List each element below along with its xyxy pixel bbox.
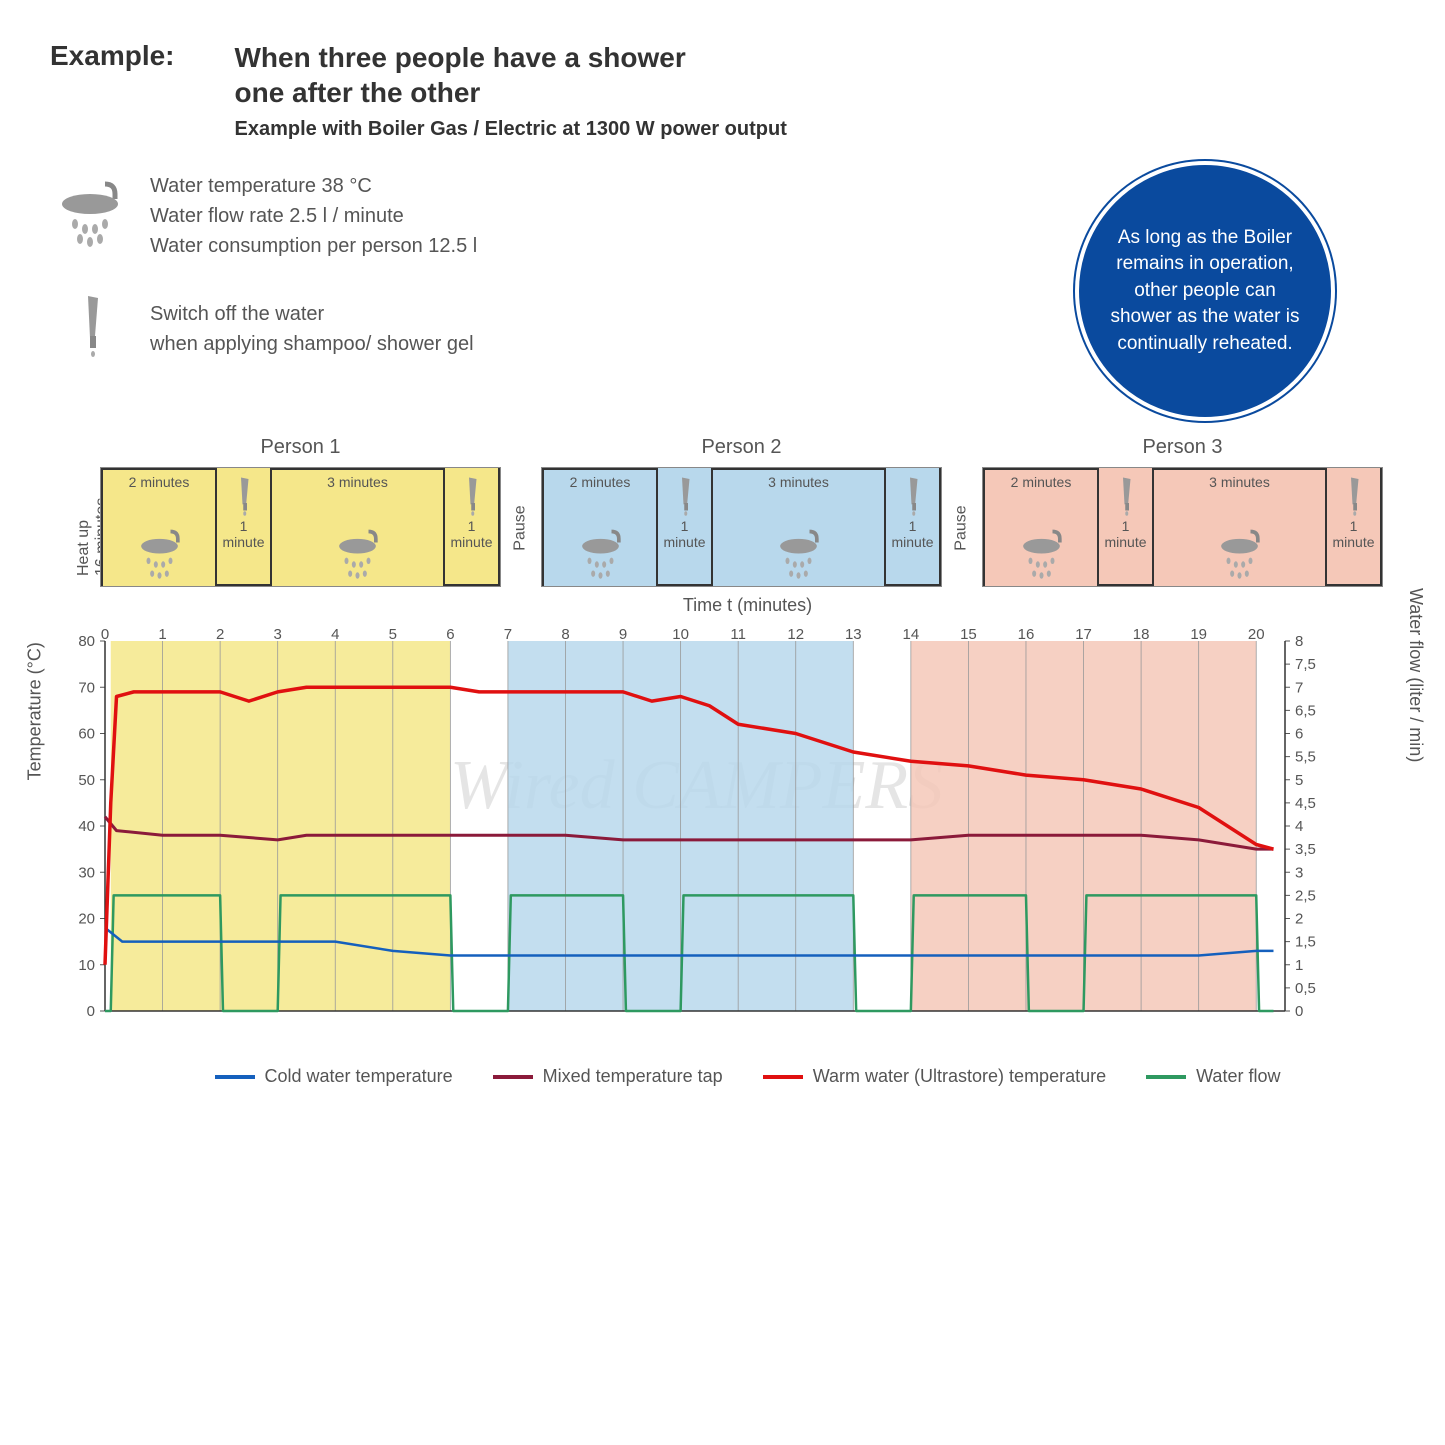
svg-text:70: 70 (78, 679, 95, 696)
shampoo-line1: Switch off the water (150, 299, 474, 329)
shampoo-line2: when applying shampoo/ shower gel (150, 329, 474, 359)
shampoo-phase: 1 minute (215, 468, 272, 586)
svg-text:6: 6 (446, 626, 454, 643)
svg-text:2: 2 (216, 626, 224, 643)
legend-item: Cold water temperature (215, 1066, 453, 1087)
header: Example: When three people have a shower… (50, 40, 1395, 141)
svg-text:6: 6 (1295, 726, 1303, 743)
person-block: Person 3 2 minutes 1 minute3 minutes 1 mi… (982, 436, 1383, 587)
legend-item: Warm water (Ultrastore) temperature (763, 1066, 1106, 1087)
shower-line1: Water temperature 38 °C (150, 171, 477, 201)
person-title: Person 3 (982, 436, 1383, 459)
person-title: Person 1 (100, 436, 501, 459)
svg-text:11: 11 (730, 626, 746, 643)
svg-text:10: 10 (672, 626, 689, 643)
time-axis-label: Time t (minutes) (100, 595, 1395, 616)
svg-text:7,5: 7,5 (1295, 656, 1316, 673)
person-block: Person 1 2 minutes 1 minute3 minutes 1 mi… (100, 436, 501, 587)
main-title-2: one after the other (235, 75, 787, 110)
shower-line3: Water consumption per person 12.5 l (150, 231, 477, 261)
shampoo-phase: 1 minute (1097, 468, 1154, 586)
svg-text:0: 0 (101, 626, 109, 643)
chart-svg: 0123456789101112131415161718192001020304… (50, 626, 1330, 1046)
shower-phase: 3 minutes (272, 468, 443, 586)
shampoo-phase: 1 minute (443, 468, 500, 586)
title-block: When three people have a shower one afte… (235, 40, 787, 141)
svg-text:60: 60 (78, 726, 95, 743)
svg-text:9: 9 (619, 626, 627, 643)
svg-text:20: 20 (1248, 626, 1265, 643)
shampoo-phase: 1 minute (1325, 468, 1382, 586)
pause-block: Pause (942, 468, 982, 587)
svg-text:4: 4 (331, 626, 339, 643)
chart: Temperature (°C) 01234567891011121314151… (50, 626, 1395, 1051)
svg-text:5,5: 5,5 (1295, 749, 1316, 766)
shampoo-phase: 1 minute (656, 468, 713, 586)
y-axis-right-label: Water flow (liter / min) (1405, 587, 1426, 761)
shampoo-bottle-icon (50, 286, 130, 371)
legend-item: Water flow (1146, 1066, 1280, 1087)
svg-text:30: 30 (78, 864, 95, 881)
svg-text:2: 2 (1295, 911, 1303, 928)
shower-head-icon (50, 174, 130, 259)
svg-text:7: 7 (1295, 679, 1303, 696)
svg-text:3,5: 3,5 (1295, 841, 1316, 858)
svg-text:20: 20 (78, 911, 95, 928)
svg-text:16: 16 (1018, 626, 1035, 643)
svg-text:80: 80 (78, 633, 95, 650)
svg-text:1: 1 (1295, 957, 1303, 974)
svg-text:2,5: 2,5 (1295, 887, 1316, 904)
svg-text:13: 13 (845, 626, 862, 643)
svg-text:50: 50 (78, 772, 95, 789)
pause-block: Pause (501, 468, 541, 587)
svg-text:0: 0 (87, 1003, 95, 1020)
shower-phase: 2 minutes (983, 468, 1097, 586)
svg-text:6,5: 6,5 (1295, 702, 1316, 719)
svg-text:3: 3 (274, 626, 282, 643)
svg-text:5: 5 (1295, 772, 1303, 789)
svg-text:3: 3 (1295, 864, 1303, 881)
svg-text:15: 15 (960, 626, 977, 643)
svg-text:40: 40 (78, 818, 95, 835)
y-axis-left-label: Temperature (°C) (25, 642, 46, 780)
shower-line2: Water flow rate 2.5 l / minute (150, 201, 477, 231)
legend: Cold water temperature Mixed temperature … (100, 1066, 1395, 1087)
svg-text:14: 14 (903, 626, 920, 643)
shower-phase: 3 minutes (1154, 468, 1325, 586)
svg-text:18: 18 (1133, 626, 1150, 643)
person-title: Person 2 (541, 436, 942, 459)
example-label: Example: (50, 40, 175, 141)
svg-text:0: 0 (1295, 1003, 1303, 1020)
svg-text:19: 19 (1190, 626, 1207, 643)
shower-phase: 2 minutes (542, 468, 656, 586)
svg-text:10: 10 (78, 957, 95, 974)
svg-text:4,5: 4,5 (1295, 795, 1316, 812)
person-block: Person 2 2 minutes 1 minute3 minutes 1 mi… (541, 436, 942, 587)
svg-text:8: 8 (561, 626, 569, 643)
svg-text:8: 8 (1295, 633, 1303, 650)
svg-text:17: 17 (1075, 626, 1092, 643)
timeline-section: Heat up 16 minutes Person 12 minutes 1 m… (50, 436, 1395, 616)
blue-info-circle: As long as the Boiler remains in operati… (1075, 161, 1335, 421)
legend-item: Mixed temperature tap (493, 1066, 723, 1087)
info-row: Water temperature 38 °C Water flow rate … (50, 171, 1395, 396)
shower-phase: 2 minutes (101, 468, 215, 586)
svg-text:12: 12 (787, 626, 804, 643)
main-title-1: When three people have a shower (235, 40, 787, 75)
shower-phase: 3 minutes (713, 468, 884, 586)
subtitle: Example with Boiler Gas / Electric at 13… (235, 118, 787, 141)
shampoo-phase: 1 minute (884, 468, 941, 586)
svg-text:1,5: 1,5 (1295, 934, 1316, 951)
svg-text:0,5: 0,5 (1295, 980, 1316, 997)
blue-circle-text: As long as the Boiler remains in operati… (1109, 225, 1301, 358)
svg-text:1: 1 (158, 626, 166, 643)
svg-text:7: 7 (504, 626, 512, 643)
svg-text:5: 5 (389, 626, 397, 643)
svg-text:4: 4 (1295, 818, 1303, 835)
